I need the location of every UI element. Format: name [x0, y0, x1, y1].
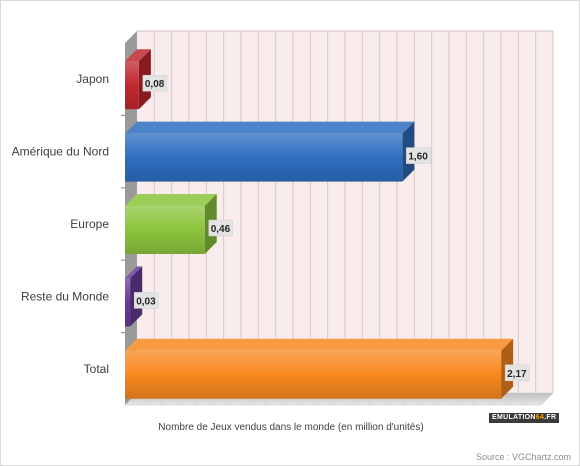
data-label-4: 2,17	[507, 369, 527, 380]
data-label-3: 0,03	[136, 296, 156, 307]
data-label-2: 0,46	[211, 224, 231, 235]
bar-top-3	[125, 266, 143, 279]
bar-top-0	[125, 49, 151, 62]
category-label-2: Europe	[70, 217, 109, 231]
bar-top-4	[125, 338, 514, 351]
x-axis-title: Nombre de Jeux vendus dans le monde (en …	[158, 422, 424, 433]
bar-3	[125, 278, 131, 327]
category-label-1: Amérique du Nord	[12, 145, 109, 159]
floor-gridline	[523, 392, 536, 406]
data-label-1: 1,60	[408, 152, 428, 163]
bar-1	[125, 133, 403, 182]
floor-gridline	[540, 392, 554, 406]
data-label-box-4	[504, 364, 530, 382]
emulation64-logo: EMULATION64.FR	[489, 413, 560, 423]
data-label-box-1	[406, 147, 431, 164]
bar-top-2	[125, 194, 217, 206]
data-label-box-0	[142, 74, 168, 92]
category-label-3: Reste du Monde	[21, 289, 109, 303]
bar-4	[125, 350, 502, 399]
floor-gridline	[506, 392, 519, 406]
data-label-0: 0,08	[145, 79, 165, 90]
bar-0	[125, 61, 139, 110]
bar-top-1	[125, 121, 415, 134]
category-label-0: Japon	[76, 72, 109, 86]
bar-2	[125, 206, 205, 254]
data-label-box-2	[208, 219, 233, 237]
source-note: Source : VGChartz.com	[475, 452, 571, 462]
data-label-box-3	[133, 292, 159, 309]
category-label-4: Total	[84, 362, 109, 376]
